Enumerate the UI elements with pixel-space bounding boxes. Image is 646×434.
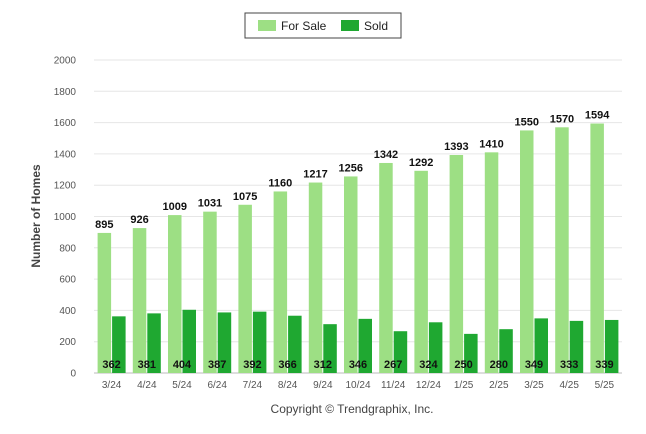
data-label-sold: 280 [490,359,508,371]
bar-for-sale [308,182,323,373]
x-tick-label: 6/24 [207,380,227,391]
y-tick-label: 600 [59,275,76,286]
bar-for-sale [590,123,604,373]
bar-for-sale [168,215,182,373]
bar-for-sale [344,176,358,373]
legend-entry: Sold [364,19,388,33]
data-label-for-sale: 1570 [550,113,574,125]
legend: For Sale Sold [244,12,402,39]
bar-for-sale [379,162,393,373]
y-tick-label: 800 [59,243,76,254]
data-label-for-sale: 1217 [303,169,327,181]
data-label-for-sale: 1160 [268,177,292,189]
legend-swatch [341,20,359,31]
data-label-for-sale: 1594 [585,110,610,122]
y-tick-label: 1200 [54,181,77,192]
data-label-for-sale: 1292 [409,157,433,169]
bar-sold [217,312,232,373]
data-label-sold: 404 [173,359,192,371]
y-tick-label: 0 [70,369,76,380]
bar-sold [534,318,548,373]
y-axis-ticks: 0 200 400 600 800 1000 1200 1400 1600 1800 2000 [54,56,77,380]
data-label-sold: 312 [314,359,332,371]
x-tick-label: 10/24 [345,380,370,391]
bar-for-sale [449,154,464,373]
data-label-for-sale: 1031 [198,198,222,210]
x-tick-label: 1/25 [454,380,474,391]
bar-sold [393,331,408,373]
y-tick-label: 1000 [54,212,77,223]
x-tick-label: 12/24 [416,380,441,391]
data-label-for-sale: 1410 [479,138,503,150]
data-label-sold: 381 [138,359,156,371]
bar-sold [358,318,372,373]
data-label-sold: 324 [419,359,438,371]
data-label-sold: 387 [208,359,226,371]
legend-swatch [258,20,276,31]
x-tick-label: 4/25 [559,380,579,391]
y-axis-label: Number of Homes [29,164,43,268]
bar-for-sale [203,211,217,373]
data-label-sold: 346 [349,359,367,371]
data-label-sold: 349 [525,359,543,371]
bar-for-sale [414,170,428,373]
bars: 895 362 926 381 1009 404 1031 387 1075 392 1160 366… [95,110,619,373]
data-label-for-sale: 1075 [233,191,257,203]
data-label-sold: 250 [454,359,472,371]
y-tick-label: 400 [59,306,76,317]
bar-sold [499,329,513,373]
bar-for-sale [132,228,147,373]
bar-sold [464,333,478,373]
x-tick-label: 5/24 [172,380,192,391]
x-tick-label: 9/24 [313,380,333,391]
bar-for-sale [97,232,112,373]
bar-for-sale [555,127,569,373]
data-label-for-sale: 1256 [339,162,363,174]
x-tick-label: 8/24 [278,380,298,391]
data-label-sold: 267 [384,359,402,371]
gridlines [94,59,622,374]
data-label-sold: 333 [560,359,578,371]
data-label-for-sale: 1342 [374,149,398,161]
data-label-sold: 392 [243,359,261,371]
x-tick-label: 2/25 [489,380,509,391]
data-label-sold: 362 [102,359,120,371]
y-tick-label: 1400 [54,149,77,160]
data-label-sold: 366 [278,359,296,371]
bar-sold [147,313,161,373]
x-tick-label: 7/24 [243,380,263,391]
y-tick-label: 200 [59,337,76,348]
x-tick-label: 3/25 [524,380,544,391]
x-tick-label: 4/24 [137,380,157,391]
bar-sold [428,322,443,373]
legend-entry: For Sale [281,19,327,33]
bar-sold [604,319,619,373]
x-axis-ticks: 3/24 4/24 5/24 6/24 7/24 8/24 9/24 10/24 11/24 12… [102,380,615,391]
bar-for-sale [520,130,534,373]
bar-sold [288,315,302,373]
data-label-for-sale: 1393 [444,141,468,153]
data-label-sold: 339 [595,359,613,371]
bar-for-sale [273,191,288,373]
y-tick-label: 2000 [54,56,77,67]
x-tick-label: 3/24 [102,380,122,391]
y-tick-label: 1800 [54,87,77,98]
bar-sold [323,324,337,373]
copyright-text: Copyright © Trendgraphix, Inc. [271,402,434,416]
data-label-for-sale: 926 [130,214,148,226]
x-tick-label: 5/25 [595,380,615,391]
bar-sold [182,309,196,373]
bar-for-sale [484,152,499,373]
data-label-for-sale: 1009 [163,201,187,213]
bar-sold [569,320,584,373]
bar-for-sale [238,204,252,373]
y-tick-label: 1600 [54,118,77,129]
data-label-for-sale: 1550 [515,116,539,128]
data-label-for-sale: 895 [95,219,113,231]
bar-sold [252,311,267,373]
x-tick-label: 11/24 [381,380,406,391]
bar-sold [112,316,126,373]
